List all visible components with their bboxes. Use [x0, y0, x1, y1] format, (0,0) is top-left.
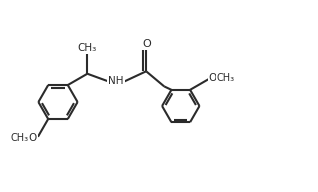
Text: NH: NH	[108, 76, 124, 86]
Text: CH₃: CH₃	[78, 43, 97, 53]
Text: CH₃: CH₃	[217, 73, 235, 83]
Text: O: O	[142, 39, 151, 49]
Text: O: O	[28, 133, 37, 143]
Text: CH₃: CH₃	[10, 133, 28, 143]
Text: O: O	[209, 73, 217, 83]
